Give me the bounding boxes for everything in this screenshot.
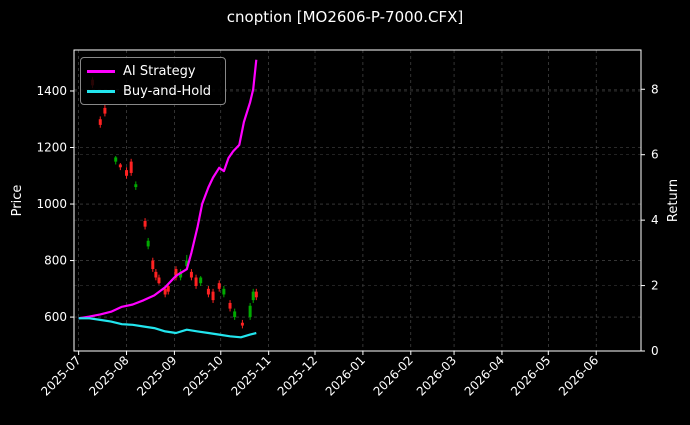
legend-label-bh: Buy-and-Hold: [123, 83, 212, 99]
candle-body: [185, 260, 189, 267]
legend-label-ai: AI Strategy: [123, 63, 196, 79]
x-tick-label: 2025-11: [228, 353, 273, 398]
candle-body: [125, 170, 129, 176]
candle-body: [206, 288, 210, 295]
series-line-0: [78, 59, 258, 320]
candle-body: [199, 277, 203, 284]
candle-body: [143, 220, 147, 227]
candle-body: [151, 260, 155, 270]
y-left-tick-label: 800: [44, 254, 67, 268]
candle-body: [240, 322, 244, 326]
legend-item-bh: Buy-and-Hold: [87, 81, 211, 101]
candle-body: [179, 271, 183, 278]
series-line-1: [78, 317, 257, 339]
candle-body: [254, 291, 258, 298]
candle-body: [157, 277, 161, 284]
candle-body: [251, 291, 255, 301]
x-tick-label: 2026-01: [323, 353, 368, 398]
candle-body: [189, 271, 193, 278]
candle-body: [228, 302, 232, 309]
candle-body: [233, 311, 237, 318]
candle-body: [118, 164, 122, 168]
legend-item-ai: AI Strategy: [87, 61, 196, 81]
y-right-tick-label: 2: [651, 279, 659, 293]
x-tick-label: 2026-04: [462, 353, 507, 398]
candle-body: [103, 107, 107, 114]
y-right-tick-label: 6: [651, 148, 659, 162]
y-left-tick-label: 1400: [36, 84, 67, 98]
candle-body: [98, 119, 102, 125]
y-right-tick-label: 4: [651, 213, 659, 227]
plot-frame: [73, 49, 642, 352]
x-tick-label: 2026-03: [414, 353, 459, 398]
x-tick-label: 2026-02: [371, 353, 416, 398]
candle-body: [194, 277, 198, 286]
x-tick-label: 2025-09: [134, 353, 179, 398]
y-left-tick-label: 1200: [36, 141, 67, 155]
candle-body: [248, 305, 252, 318]
y-left-axis-label: Price: [10, 185, 25, 217]
candle-body: [217, 283, 221, 289]
x-tick-label: 2026-05: [508, 353, 553, 398]
chart-title: cnoption [MO2606-P-7000.CFX]: [226, 8, 464, 26]
candle-body: [163, 288, 167, 295]
legend: AI Strategy Buy-and-Hold: [80, 57, 226, 105]
x-tick-label: 2025-08: [86, 353, 131, 398]
y-left-tick-label: 1000: [36, 197, 67, 211]
y-right-tick-label: 8: [651, 82, 659, 96]
y-left-tick-label: 600: [44, 310, 67, 324]
y-right-axis-label: Return: [666, 179, 681, 222]
candle-body: [222, 288, 226, 295]
x-tick-label: 2025-10: [181, 353, 226, 398]
candle-body: [114, 157, 118, 162]
candle-body: [134, 184, 138, 188]
candle-body: [154, 271, 158, 278]
candle-body: [146, 240, 150, 247]
legend-swatch-bh: [87, 89, 115, 93]
x-tick-label: 2026-06: [556, 353, 601, 398]
y-right-tick-label: 0: [651, 344, 659, 358]
legend-swatch-ai: [87, 69, 115, 73]
candle-body: [211, 291, 215, 301]
candle-body: [174, 269, 178, 278]
x-tick-label: 2025-12: [275, 353, 320, 398]
candle-body: [166, 285, 170, 292]
x-tick-label: 2025-07: [38, 353, 83, 398]
candle-body: [129, 161, 133, 173]
